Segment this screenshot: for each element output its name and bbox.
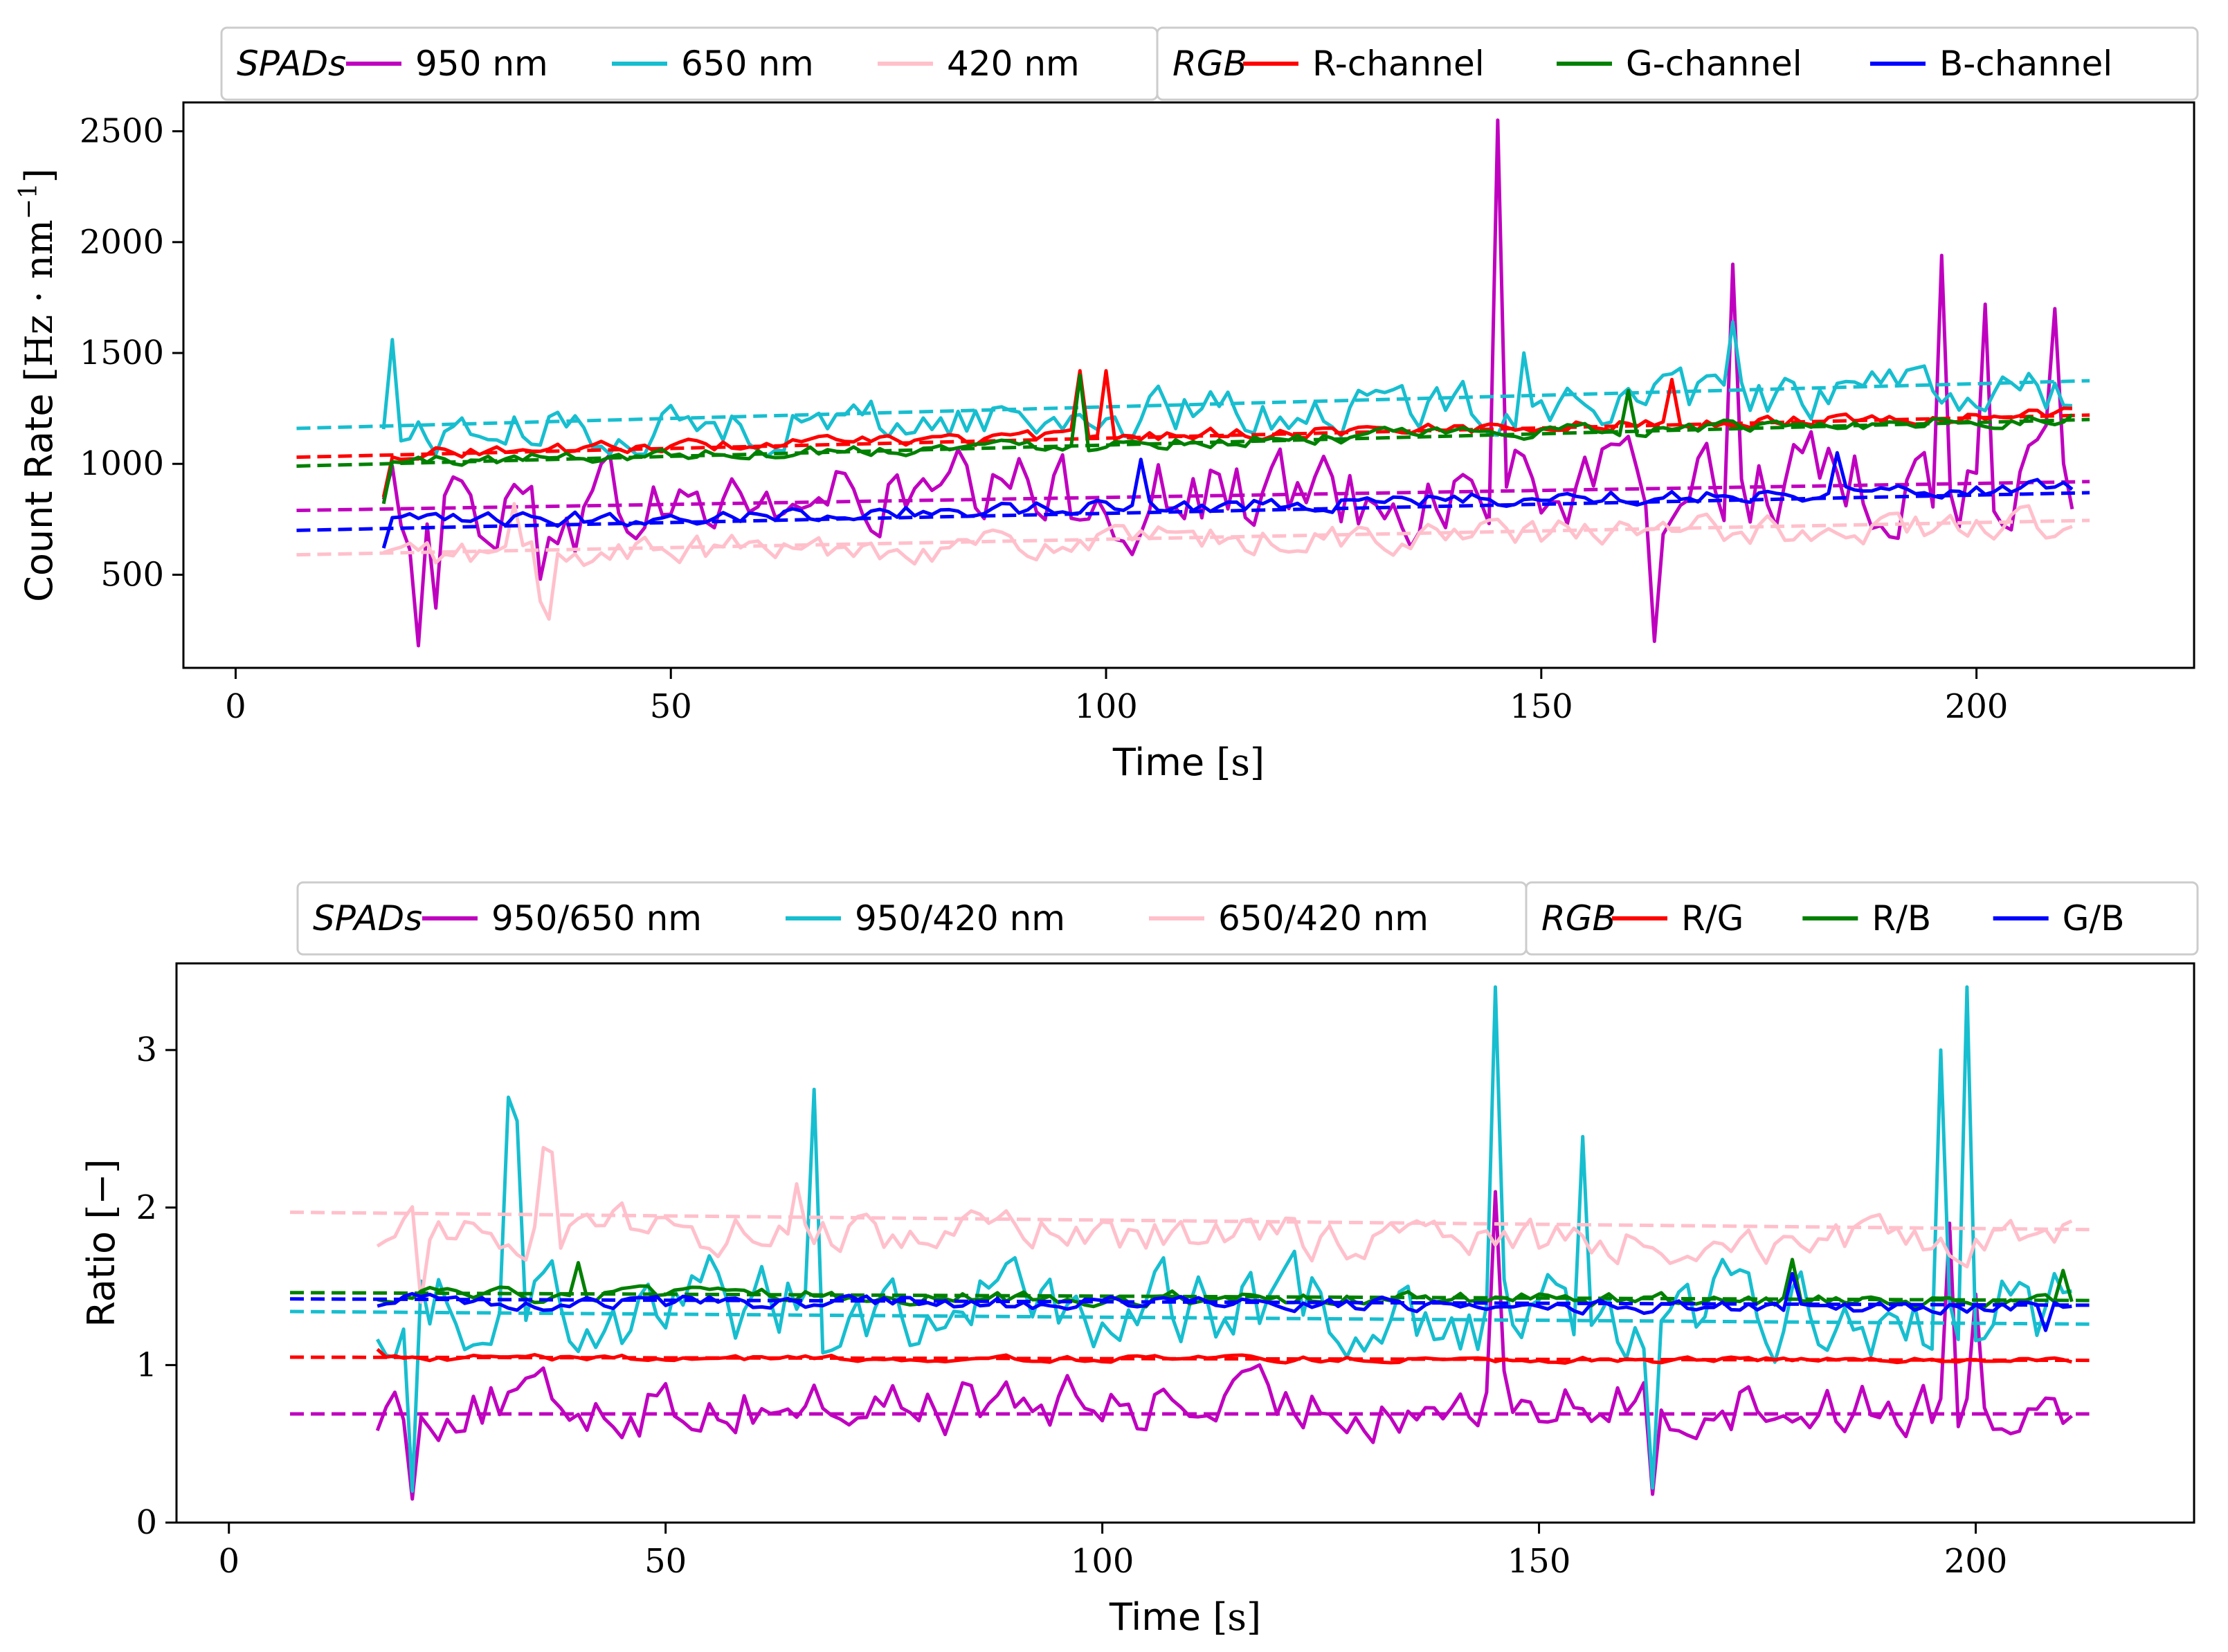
legend-label: 420 nm bbox=[947, 44, 1080, 84]
series-line-b-channel bbox=[381, 451, 2074, 549]
legend-box-rgb bbox=[1156, 26, 2199, 101]
trend-line-r-channel bbox=[296, 413, 2090, 460]
x-tick-label: 50 bbox=[644, 1542, 687, 1581]
legend-label: R/B bbox=[1872, 898, 1931, 938]
trend-line-g-channel bbox=[296, 417, 2090, 468]
plot-area bbox=[290, 985, 2090, 1501]
trend-line-950-nm bbox=[296, 480, 2090, 513]
series-line-420-nm bbox=[383, 502, 2073, 621]
y-axis-unit-close: ] bbox=[17, 168, 61, 183]
x-axis-label: Time [s] bbox=[1109, 1595, 1261, 1639]
chart-1: 0 50 100 150 200 500 1000 1500 2000 2500 Time [s] C… bbox=[15, 26, 2199, 784]
y-tick-label: 1 bbox=[136, 1345, 157, 1384]
x-axis-unit: [s] bbox=[1216, 741, 1265, 784]
series-line-g-channel bbox=[381, 373, 2074, 505]
y-axis-title: Count Rate bbox=[17, 381, 61, 602]
legend-label: 950/420 nm bbox=[855, 898, 1065, 938]
y-tick-label: 1500 bbox=[80, 334, 164, 372]
legend-label: G-channel bbox=[1626, 44, 1802, 84]
legend: SPADs 950 nm 650 nm 420 nm RGB R-channel G-cha… bbox=[220, 26, 2199, 101]
x-tick-label: 200 bbox=[1945, 687, 2009, 726]
plot-area bbox=[296, 118, 2090, 648]
x-axis-label: Time [s] bbox=[1112, 741, 1265, 784]
series-line-950-nm bbox=[381, 118, 2074, 648]
y-axis-label: Count Rate [Hz · nm−1] bbox=[15, 168, 61, 602]
legend-box-rgb bbox=[1525, 881, 2199, 956]
x-axis-title: Time bbox=[1112, 741, 1216, 784]
legend-label: 950 nm bbox=[415, 44, 548, 84]
axes-frame bbox=[182, 101, 2195, 669]
y-axis-title: Ratio bbox=[80, 1219, 123, 1327]
y-tick-label: 1000 bbox=[80, 444, 164, 483]
trend-line-b-channel bbox=[296, 491, 2090, 532]
y-tick-label: 2000 bbox=[80, 223, 164, 262]
series-line-950-650-nm bbox=[375, 1190, 2073, 1501]
x-tick-label: 0 bbox=[218, 1542, 239, 1581]
legend-label: G/B bbox=[2063, 898, 2125, 938]
y-axis-unit-exponent: −1 bbox=[15, 183, 43, 219]
y-tick-label: 3 bbox=[136, 1031, 157, 1069]
trend-line-650-nm bbox=[296, 379, 2090, 430]
x-axis-unit: [s] bbox=[1213, 1595, 1261, 1639]
x-tick-label: 150 bbox=[1510, 687, 1573, 726]
series-line-650-nm bbox=[381, 320, 2073, 459]
legend-label: 650/420 nm bbox=[1218, 898, 1429, 938]
series-line-650-420-nm bbox=[376, 1145, 2073, 1304]
trend-line-g-b bbox=[290, 1297, 2090, 1307]
x-axis-title: Time bbox=[1109, 1595, 1213, 1639]
y-axis-label: Ratio [−] bbox=[80, 1159, 123, 1327]
x-tick-label: 150 bbox=[1507, 1542, 1571, 1581]
y-axis-unit: [−] bbox=[80, 1159, 123, 1219]
chart-2: 0 50 100 150 200 0 1 2 3 Time [s] Ratio [−] SPADs 95… bbox=[80, 881, 2199, 1639]
legend-spads-title: SPADs bbox=[237, 44, 346, 84]
series-line-g-b bbox=[377, 1271, 2072, 1332]
legend-label: 950/650 nm bbox=[491, 898, 702, 938]
y-tick-label: 2500 bbox=[80, 112, 164, 151]
y-tick-label: 500 bbox=[100, 555, 164, 594]
trend-line-950-420-nm bbox=[290, 1309, 2090, 1326]
x-tick-label: 0 bbox=[225, 687, 246, 726]
legend: SPADs 950/650 nm 950/420 nm 650/420 nm RGB R/… bbox=[296, 881, 2199, 956]
trend-line-r-b bbox=[290, 1291, 2090, 1302]
legend-label: 650 nm bbox=[681, 44, 814, 84]
x-tick-label: 100 bbox=[1074, 687, 1138, 726]
y-axis-unit: [Hz · nm bbox=[17, 219, 61, 381]
x-tick-label: 200 bbox=[1944, 1542, 2008, 1581]
legend-rgb-title: RGB bbox=[1541, 898, 1616, 938]
x-tick-label: 50 bbox=[650, 687, 692, 726]
x-tick-label: 100 bbox=[1071, 1542, 1134, 1581]
legend-label: R-channel bbox=[1312, 44, 1485, 84]
axes-frame bbox=[175, 962, 2195, 1524]
trend-line-r-g bbox=[290, 1355, 2090, 1363]
legend-label: R/G bbox=[1681, 898, 1744, 938]
y-tick-label: 0 bbox=[136, 1503, 157, 1542]
trend-line-420-nm bbox=[296, 518, 2090, 557]
trend-line-650-420-nm bbox=[290, 1210, 2090, 1232]
legend-label: B-channel bbox=[1939, 44, 2112, 84]
legend-rgb-title: RGB bbox=[1172, 44, 1247, 84]
y-tick-label: 2 bbox=[136, 1188, 157, 1227]
legend-spads-title: SPADs bbox=[313, 898, 422, 938]
